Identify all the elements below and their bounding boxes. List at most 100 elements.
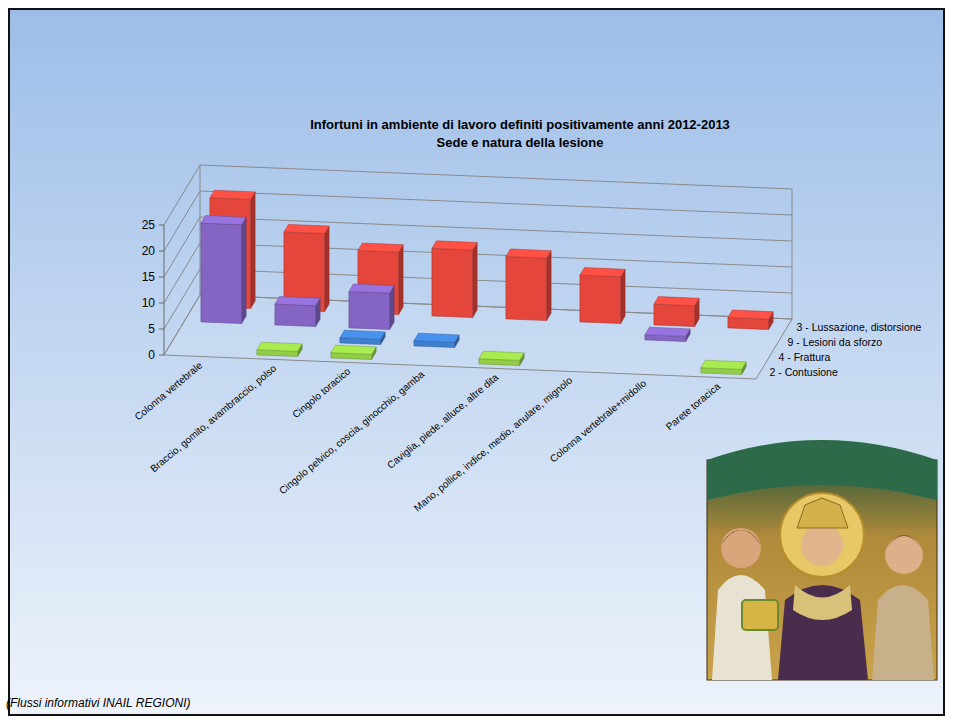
bar-top [201, 216, 246, 225]
grid-line [164, 165, 792, 225]
bar [654, 297, 699, 327]
bar-top [432, 241, 477, 250]
bar-top [728, 310, 773, 319]
grid-line [164, 217, 792, 277]
mosaic-face [801, 524, 843, 566]
bar-front [349, 292, 390, 330]
bar-top [331, 345, 376, 354]
tick-label: 20 [142, 244, 156, 258]
mosaic-hair [884, 535, 924, 552]
title: Infortuni in ambiente di lavoro definiti… [310, 117, 730, 132]
subtitle: Sede e natura della lesione [437, 135, 604, 150]
bar [580, 268, 625, 324]
mosaic-halo [780, 493, 864, 577]
bar [728, 310, 773, 330]
mosaic-robe [778, 585, 868, 680]
bar-side [473, 243, 478, 318]
category-label: Colonna vertebrale+midollo [548, 377, 649, 464]
bar-front [432, 248, 473, 317]
mosaic-chalice [742, 600, 778, 630]
tick [159, 329, 164, 330]
bar-front [506, 257, 547, 321]
tick [159, 303, 164, 304]
tick [159, 355, 164, 356]
mosaic-background [707, 460, 937, 680]
bar [506, 249, 551, 321]
bar [645, 327, 690, 341]
bar-side [621, 269, 626, 323]
category-label: Braccio, gomito, avambraccio, polso [148, 362, 278, 474]
bar-front [201, 223, 242, 324]
bar-top [257, 342, 302, 351]
bar-top [358, 243, 403, 252]
bar [340, 330, 385, 344]
mosaic-hair [721, 530, 761, 545]
bar-side [251, 192, 256, 309]
back-wall-edge [792, 189, 793, 319]
mosaic-face [721, 528, 761, 568]
bar-front [654, 304, 695, 327]
mosaic-robe [872, 585, 934, 680]
bar [432, 241, 477, 318]
bars [201, 190, 773, 374]
mosaic-collar [793, 585, 852, 620]
bar-top [645, 327, 690, 336]
source-note: (Flussi informativi INAIL REGIONI) [6, 696, 190, 710]
category-label: Parete toracica [664, 380, 723, 432]
bar-top [340, 330, 385, 339]
floor [164, 295, 792, 379]
bar-front [580, 275, 621, 324]
bar [257, 342, 302, 356]
bar-top [479, 351, 524, 360]
bar [414, 333, 459, 347]
bar-top [701, 360, 746, 369]
series-label: 2 - Contusione [770, 366, 838, 378]
bar-top [414, 333, 459, 342]
back-wall-edge [200, 165, 201, 295]
slide-frame [9, 9, 944, 715]
bar-top [580, 268, 625, 277]
bar-top [210, 190, 255, 199]
mosaic-canopy [707, 440, 937, 500]
bar-side [399, 245, 404, 315]
bar [201, 216, 246, 324]
bar-top [506, 249, 551, 258]
value-axis-line [164, 225, 165, 355]
bar-top [284, 224, 329, 233]
series-label: 3 - Lussazione, distorsione [797, 321, 922, 333]
bar-side [242, 217, 247, 323]
bar-side [547, 251, 552, 321]
page [0, 0, 953, 724]
mosaic-crown [797, 498, 848, 528]
category-label: Colonna vertebrale [132, 359, 204, 422]
bar [331, 345, 376, 359]
series-label: 9 - Lesioni da sforzo [788, 336, 883, 348]
category-label: Cingolo toracico [290, 365, 352, 420]
bar-top [654, 297, 699, 306]
bar-side [325, 226, 330, 312]
bar-top [349, 284, 394, 293]
mosaic-image [707, 440, 937, 680]
grid-line [164, 191, 792, 251]
category-label: Cingolo pelvico, coscia, ginocchio, gamb… [277, 368, 427, 496]
bar-top [275, 297, 320, 306]
grid-line [164, 243, 792, 303]
slide: Infortuni in ambiente di lavoro definiti… [0, 0, 953, 724]
bar [275, 297, 320, 327]
grid-line [164, 295, 792, 355]
tick [159, 277, 164, 278]
grid-line [164, 269, 792, 329]
category-label: Mano, pollice, indice, medio, anulare, m… [412, 374, 575, 513]
tick [159, 251, 164, 252]
mosaic-face [885, 536, 923, 574]
axes: 0510152025 [142, 165, 792, 379]
tick-label: 5 [148, 322, 155, 336]
tick-label: 0 [148, 348, 155, 362]
tick-label: 15 [142, 270, 156, 284]
bar-front [275, 304, 316, 327]
bar [701, 360, 746, 374]
tick-label: 10 [142, 296, 156, 310]
bar-front [728, 318, 769, 330]
bar [349, 284, 394, 330]
bar [479, 351, 524, 365]
